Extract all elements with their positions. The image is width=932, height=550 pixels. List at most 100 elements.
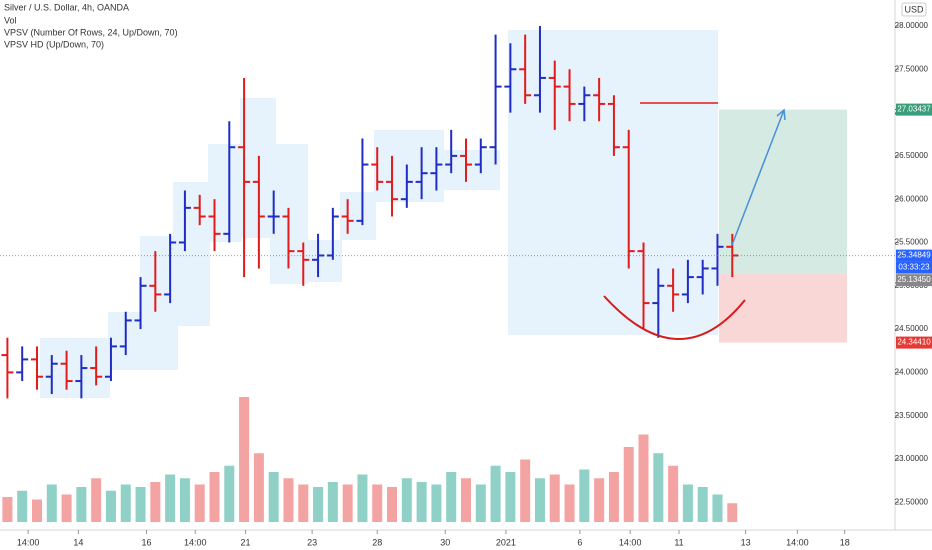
indicator-label: VPSV (Number Of Rows, 24, Up/Down, 70): [4, 27, 178, 37]
y-tick-label: 28.00000: [895, 21, 929, 30]
target-zone: [719, 109, 847, 275]
x-tick-label: 14: [73, 537, 83, 547]
stop-label-bg: [896, 336, 932, 349]
volume-bar: [2, 497, 13, 522]
target-label-bg: [896, 103, 932, 116]
volume-bar: [579, 469, 590, 522]
price-bars: [1, 25, 739, 522]
countdown: 03:33:23: [898, 263, 930, 272]
volume-bar: [31, 499, 42, 522]
volume-bar: [327, 482, 338, 522]
volume-bar: [239, 397, 250, 522]
profile-box: [173, 182, 209, 266]
volume-bar: [61, 494, 72, 522]
y-tick-label: 25.50000: [895, 238, 929, 247]
volume-bar: [76, 487, 87, 522]
volume-bar: [416, 482, 427, 522]
entry-label: 25.13450: [897, 275, 931, 284]
volume-bar: [387, 487, 398, 522]
volume-bar: [268, 472, 279, 522]
y-tick-label: 24.00000: [895, 367, 929, 376]
x-tick-label: 2021: [496, 537, 516, 547]
volume-bar: [623, 447, 634, 522]
volume-bar: [224, 465, 235, 522]
x-tick-label: 14:00: [619, 537, 642, 547]
volume-bar: [150, 482, 161, 522]
volume-bar: [91, 478, 102, 522]
volume-bar: [135, 487, 146, 522]
stop-label: 24.34410: [897, 338, 931, 347]
y-tick-label: 23.50000: [895, 411, 929, 420]
volume-bar: [165, 474, 176, 522]
volume-bar: [653, 453, 664, 522]
x-tick-label: 30: [440, 537, 450, 547]
y-tick-label: 26.50000: [895, 151, 929, 160]
volume-bar: [357, 474, 368, 522]
stop-zone: [719, 274, 847, 343]
volume-bar: [534, 478, 545, 522]
volume-bar: [727, 503, 738, 522]
volume-bar: [668, 465, 679, 522]
volume-bar: [638, 434, 649, 522]
currency-label[interactable]: USD: [904, 4, 924, 14]
profile-box: [40, 338, 110, 398]
arrow-head: [776, 108, 786, 121]
volume-bar: [520, 459, 531, 522]
x-tick-label: 23: [307, 537, 317, 547]
profile-box: [508, 30, 718, 335]
x-tick-label: 11: [674, 537, 683, 547]
volume-bar: [490, 465, 501, 522]
profile-box: [374, 130, 444, 202]
volume-bar: [105, 490, 116, 522]
volume-bar: [460, 478, 471, 522]
volume-bar: [120, 484, 131, 522]
volume-bar: [505, 472, 516, 522]
volume-bar: [209, 472, 220, 522]
arrow-drawing: [731, 109, 785, 246]
profile-box: [302, 240, 342, 282]
last-price-label: 25.34849: [897, 251, 931, 260]
volume-bar: [283, 478, 294, 522]
volume-bar: [697, 487, 708, 522]
volume-bar: [17, 490, 28, 522]
target-label: 27.03437: [897, 105, 931, 114]
volume-bar: [313, 487, 324, 522]
volume-bar: [179, 478, 190, 522]
x-tick-label: 14:00: [786, 537, 809, 547]
arc-drawing: [603, 295, 746, 340]
x-tick-label: 14:00: [184, 537, 207, 547]
profile-box: [440, 150, 500, 190]
volume-bar: [475, 484, 486, 522]
x-tick-label: 21: [241, 537, 251, 547]
volume-bar: [594, 478, 605, 522]
volume-bar: [608, 472, 619, 522]
volume-bar: [549, 474, 560, 522]
y-tick-label: 23.00000: [895, 454, 929, 463]
y-tick-label: 22.50000: [895, 497, 929, 506]
x-tick-label: 6: [577, 537, 582, 547]
position-tool: [719, 109, 847, 343]
countdown-bg: [896, 261, 932, 274]
volume-bar: [253, 453, 264, 522]
volume-bar: [712, 494, 723, 522]
volume-bar: [194, 484, 205, 522]
y-tick-label: 26.00000: [895, 194, 929, 203]
volume-bar: [372, 484, 383, 522]
profile-box: [208, 144, 242, 242]
x-tick-label: 13: [741, 537, 751, 547]
x-tick-label: 28: [372, 537, 382, 547]
volume-bar: [298, 484, 309, 522]
x-tick-label: 16: [141, 537, 151, 547]
chart-title: Silver / U.S. Dollar, 4h, OANDA: [4, 2, 129, 12]
currency-box[interactable]: [901, 2, 927, 17]
y-tick-label: 24.50000: [895, 324, 929, 333]
indicator-label: VPSV HD (Up/Down, 70): [4, 39, 104, 49]
volume-bar: [682, 484, 693, 522]
volume-bar: [401, 478, 412, 522]
x-tick-label: 14:00: [17, 537, 40, 547]
x-tick-label: 18: [840, 537, 850, 547]
last-price-label-bg: [896, 249, 932, 262]
y-tick-label: 27.50000: [895, 64, 929, 73]
indicator-label: Vol: [4, 15, 17, 25]
